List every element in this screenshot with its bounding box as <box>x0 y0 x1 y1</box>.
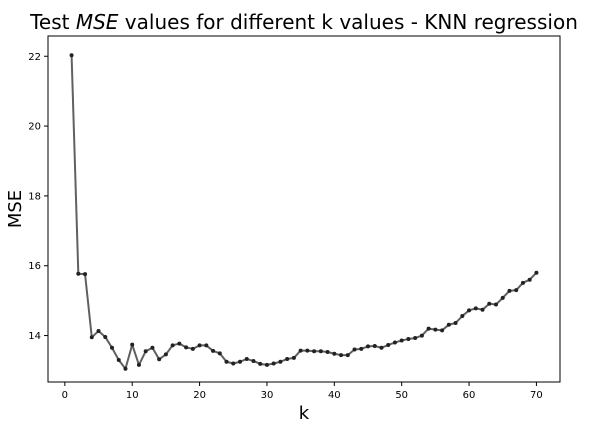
data-point <box>480 307 485 312</box>
data-point <box>426 326 431 331</box>
data-point <box>76 271 81 276</box>
data-point <box>487 301 492 306</box>
data-point <box>103 334 108 339</box>
data-point <box>96 329 101 334</box>
y-tick-label: 16 <box>28 261 41 272</box>
y-tick-label: 14 <box>28 331 41 342</box>
chart-title-suffix: values for different k values - KNN regr… <box>118 10 577 34</box>
data-point <box>366 344 370 349</box>
x-tick-label: 10 <box>126 390 139 401</box>
x-tick-label: 30 <box>261 390 274 401</box>
data-point <box>231 361 236 366</box>
data-point <box>473 306 478 311</box>
data-point <box>170 343 175 348</box>
data-point <box>271 361 276 366</box>
plot-area <box>47 35 561 383</box>
data-point <box>406 337 411 342</box>
data-point <box>285 356 290 361</box>
data-point <box>211 348 216 353</box>
data-point <box>89 335 94 340</box>
data-point <box>197 343 202 348</box>
data-point <box>386 342 391 347</box>
data-point <box>69 53 74 58</box>
x-axis-label: k <box>299 403 310 424</box>
x-tick-label: 60 <box>463 390 476 401</box>
data-point <box>318 349 323 354</box>
data-point <box>204 343 209 348</box>
chart-title-emphasis: MSE <box>76 10 119 34</box>
data-point <box>238 359 242 364</box>
data-point <box>163 352 168 357</box>
data-point <box>514 288 519 293</box>
chart-title-prefix: Test <box>29 10 76 34</box>
data-point <box>177 341 182 346</box>
y-tick-label: 18 <box>28 191 41 202</box>
data-point <box>527 277 532 282</box>
data-point <box>446 322 451 327</box>
chart-title: Test MSE values for different k values -… <box>29 10 578 34</box>
data-point <box>291 355 296 360</box>
data-point <box>494 302 498 307</box>
data-point <box>251 359 256 364</box>
data-point <box>150 345 155 350</box>
data-point <box>500 295 505 300</box>
data-point <box>83 272 88 277</box>
x-tick-label: 70 <box>530 390 543 401</box>
data-point <box>116 358 121 363</box>
data-point <box>190 346 195 351</box>
data-point <box>123 366 128 371</box>
data-point <box>372 344 377 349</box>
data-point <box>520 280 525 285</box>
data-point <box>130 342 135 347</box>
x-axis-ticks: 0 10 20 30 40 50 60 70 <box>62 382 543 401</box>
data-point <box>352 347 357 352</box>
data-point <box>359 346 364 351</box>
series-line <box>70 55 538 370</box>
data-point <box>433 327 438 332</box>
data-point <box>440 328 445 333</box>
x-tick-label: 0 <box>62 390 68 401</box>
data-point <box>143 349 148 354</box>
data-point <box>534 270 539 275</box>
data-point <box>305 348 310 353</box>
data-point <box>278 359 283 364</box>
data-point <box>312 349 317 354</box>
data-point <box>507 288 512 293</box>
data-point <box>467 308 472 313</box>
y-axis-ticks: 14 16 18 20 22 <box>28 52 48 342</box>
data-point <box>244 356 249 361</box>
data-point <box>217 351 222 356</box>
data-point <box>345 353 350 358</box>
data-point <box>392 340 397 345</box>
data-point <box>453 320 458 325</box>
data-point <box>339 353 344 358</box>
y-tick-label: 22 <box>28 52 41 63</box>
data-point <box>110 345 114 350</box>
data-point <box>399 338 404 343</box>
data-point <box>419 333 424 338</box>
data-point <box>157 357 162 362</box>
x-tick-label: 20 <box>193 390 206 401</box>
y-tick-label: 20 <box>28 122 41 133</box>
data-point <box>379 345 384 350</box>
x-tick-label: 40 <box>328 390 341 401</box>
data-point <box>413 336 418 341</box>
x-tick-label: 50 <box>395 390 408 401</box>
data-point <box>136 362 141 367</box>
series-group <box>69 53 539 371</box>
data-point <box>460 314 465 319</box>
data-point <box>224 359 229 364</box>
data-point <box>264 362 269 367</box>
y-axis-label: MSE <box>5 190 26 228</box>
data-point <box>325 349 330 354</box>
data-point <box>184 345 189 350</box>
data-point <box>298 348 303 353</box>
data-point <box>332 351 337 356</box>
data-point <box>258 361 263 366</box>
